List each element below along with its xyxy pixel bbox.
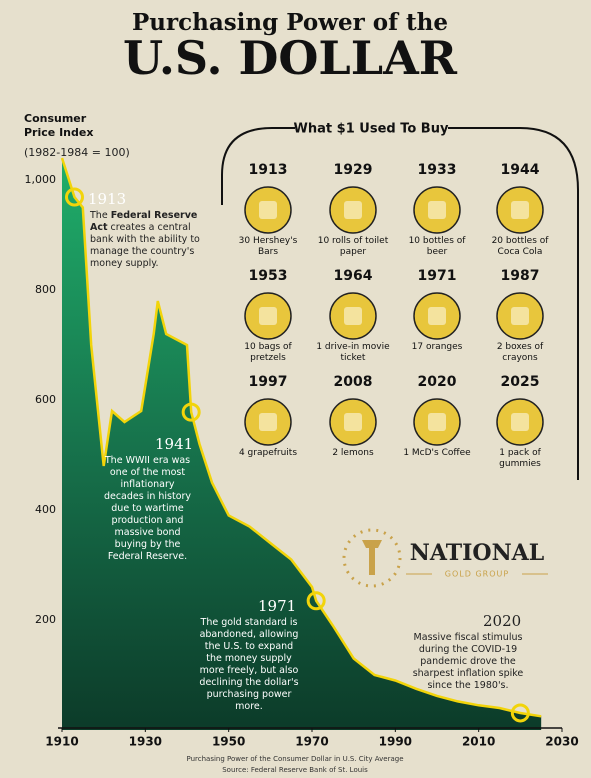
item-label: 10 bottles of beer bbox=[408, 236, 466, 257]
item-icon-detail bbox=[259, 413, 277, 431]
item-label: 1 McD's Coffee bbox=[403, 448, 471, 458]
annotation-year: 1941 bbox=[155, 435, 194, 453]
item-icon-detail bbox=[428, 413, 446, 431]
item-icon-detail bbox=[511, 413, 529, 431]
item-label: 2 lemons bbox=[332, 448, 374, 458]
y-label: Consumer Price Index bbox=[24, 112, 94, 139]
annotation-text: The gold standard is abandoned, allowing… bbox=[198, 617, 300, 713]
annotation-year: 1913 bbox=[88, 190, 127, 208]
logo: NATIONAL GOLD GROUP bbox=[342, 528, 548, 588]
logo-ring bbox=[342, 528, 402, 588]
item-label: 17 oranges bbox=[411, 342, 463, 352]
annotation-part: Federal Reserve Act bbox=[90, 210, 198, 233]
item-label: 30 Hershey's Bars bbox=[238, 236, 298, 257]
item-year: 1944 bbox=[501, 162, 540, 178]
y-tick-label: 800 bbox=[35, 283, 56, 296]
item-icon-detail bbox=[511, 201, 529, 219]
annotation-marker bbox=[181, 402, 201, 422]
annotation-text: Massive fiscal stimulus during the COVID… bbox=[412, 632, 524, 692]
item-label: 2 boxes of crayons bbox=[496, 342, 544, 363]
item-icon-detail bbox=[259, 201, 277, 219]
x-tick-label: 1950 bbox=[212, 735, 245, 749]
x-tick-label: 1990 bbox=[379, 735, 412, 749]
item-icon-detail bbox=[511, 307, 529, 325]
annotation-marker bbox=[65, 187, 84, 207]
item-icon-detail bbox=[344, 413, 362, 431]
item-year: 1971 bbox=[418, 268, 457, 284]
annotation-part: The bbox=[90, 210, 111, 221]
item-label: 1 drive-in movie ticket bbox=[316, 342, 390, 363]
x-tick-label: 1910 bbox=[45, 735, 78, 749]
item-year: 1997 bbox=[249, 374, 288, 390]
y-tick-label: 600 bbox=[35, 393, 56, 406]
item-year: 1929 bbox=[334, 162, 373, 178]
panel-border bbox=[221, 127, 579, 480]
annotation-part: The WWII era was one of the most inflati… bbox=[103, 455, 192, 562]
y-sublabel: (1982-1984 = 100) bbox=[24, 146, 130, 159]
item-year: 2008 bbox=[334, 374, 373, 390]
footer: Purchasing Power of the Consumer Dollar … bbox=[186, 755, 403, 763]
annotation-marker bbox=[510, 703, 530, 723]
item-icon-detail bbox=[428, 307, 446, 325]
y-tick-label: 1,000 bbox=[25, 173, 57, 186]
item-year: 2025 bbox=[501, 374, 540, 390]
item-icon-detail bbox=[344, 201, 362, 219]
y-tick-label: 200 bbox=[35, 613, 56, 626]
title: Purchasing Power of the bbox=[132, 9, 448, 36]
item-label: 1 pack of gummies bbox=[499, 448, 541, 469]
logo-sub: GOLD GROUP bbox=[445, 570, 509, 579]
item-icon-detail bbox=[259, 307, 277, 325]
area bbox=[62, 158, 542, 730]
item-year: 1987 bbox=[501, 268, 540, 284]
footer: Source: Federal Reserve Bank of St. Loui… bbox=[222, 766, 368, 774]
annotation-year: 2020 bbox=[483, 612, 522, 630]
item-label: 20 bottles of Coca Cola bbox=[491, 236, 549, 257]
annotation-marker bbox=[306, 591, 326, 611]
item-label: 10 bags of pretzels bbox=[244, 342, 292, 363]
annotation-part: creates a central bank with the ability … bbox=[90, 222, 200, 269]
item-label: 4 grapefruits bbox=[238, 448, 298, 458]
annotation-part: The gold standard is abandoned, allowing… bbox=[199, 617, 299, 712]
logo-icon bbox=[362, 540, 382, 575]
item-year: 1964 bbox=[334, 268, 373, 284]
item-label: 10 rolls of toilet paper bbox=[317, 236, 389, 257]
item-icon-detail bbox=[344, 307, 362, 325]
annotation-text: The WWII era was one of the most inflati… bbox=[100, 455, 195, 563]
x-tick-label: 2010 bbox=[462, 735, 495, 749]
item-year: 1933 bbox=[418, 162, 457, 178]
panel-title: What $1 Used To Buy bbox=[294, 122, 449, 137]
item-year: 1913 bbox=[249, 162, 288, 178]
x-tick-label: 2030 bbox=[545, 735, 578, 749]
x-tick-label: 1930 bbox=[129, 735, 162, 749]
line bbox=[60, 157, 542, 718]
title-main: U.S. DOLLAR bbox=[123, 31, 458, 85]
annotation-part: Massive fiscal stimulus during the COVID… bbox=[412, 632, 524, 691]
item-icon-detail bbox=[428, 201, 446, 219]
annotation-text: The Federal Reserve Act creates a centra… bbox=[90, 210, 202, 270]
item-year: 1953 bbox=[249, 268, 288, 284]
x-tick-label: 1970 bbox=[295, 735, 328, 749]
annotation-year: 1971 bbox=[258, 597, 297, 615]
y-tick-label: 400 bbox=[35, 503, 56, 516]
item-year: 2020 bbox=[418, 374, 457, 390]
logo-name: NATIONAL bbox=[410, 540, 544, 566]
